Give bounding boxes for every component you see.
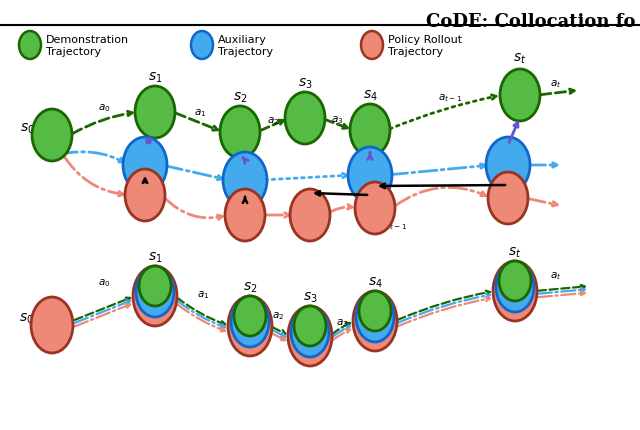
Ellipse shape: [290, 190, 330, 241]
Ellipse shape: [136, 267, 174, 317]
Text: $a_{t-1}$: $a_{t-1}$: [383, 220, 407, 231]
Ellipse shape: [348, 147, 392, 203]
Ellipse shape: [31, 297, 73, 353]
Ellipse shape: [500, 70, 540, 122]
Ellipse shape: [294, 306, 326, 346]
Text: Auxiliary
Trajectory: Auxiliary Trajectory: [218, 35, 273, 57]
Text: $s_0$: $s_0$: [19, 311, 33, 325]
Ellipse shape: [488, 172, 528, 224]
Text: $a_t$: $a_t$: [550, 78, 562, 90]
Text: Policy Rollout
Trajectory: Policy Rollout Trajectory: [388, 35, 462, 57]
Text: $a_0$: $a_0$: [98, 102, 110, 114]
Ellipse shape: [496, 262, 534, 312]
Text: $a_0$: $a_0$: [98, 276, 110, 288]
Ellipse shape: [486, 138, 530, 194]
Ellipse shape: [350, 105, 390, 157]
Text: $s_3$: $s_3$: [298, 77, 312, 91]
Text: $s_1$: $s_1$: [148, 250, 162, 264]
Text: $a_3$: $a_3$: [331, 114, 343, 126]
Text: $s_t$: $s_t$: [508, 245, 522, 259]
Text: $a_{t-1}$: $a_{t-1}$: [438, 92, 462, 104]
Ellipse shape: [493, 261, 537, 321]
Ellipse shape: [19, 32, 41, 60]
Text: $s_4$: $s_4$: [367, 275, 382, 289]
Ellipse shape: [135, 87, 175, 139]
Ellipse shape: [288, 306, 332, 366]
Ellipse shape: [356, 292, 394, 342]
Text: $a_2$: $a_2$: [272, 309, 284, 321]
Text: $s_3$: $s_3$: [303, 290, 317, 304]
Ellipse shape: [228, 296, 272, 356]
Text: $a_1$: $a_1$: [194, 107, 206, 119]
Text: $s_2$: $s_2$: [243, 280, 257, 294]
Ellipse shape: [139, 266, 171, 306]
Ellipse shape: [231, 297, 269, 347]
Ellipse shape: [125, 169, 165, 221]
Ellipse shape: [355, 183, 395, 234]
Ellipse shape: [353, 291, 397, 351]
Ellipse shape: [234, 296, 266, 336]
Ellipse shape: [191, 32, 213, 60]
Ellipse shape: [499, 261, 531, 301]
Text: $s_t$: $s_t$: [513, 52, 527, 66]
Ellipse shape: [361, 32, 383, 60]
Text: $a_3$: $a_3$: [336, 316, 348, 328]
Text: $s_1$: $s_1$: [148, 71, 162, 85]
Text: $s_0$: $s_0$: [20, 121, 35, 136]
Text: $s_2$: $s_2$: [233, 90, 247, 105]
Ellipse shape: [291, 307, 329, 357]
Ellipse shape: [285, 93, 325, 144]
Text: $s_4$: $s_4$: [363, 89, 378, 103]
Text: CoDE: Collocation fo: CoDE: Collocation fo: [426, 13, 635, 31]
Ellipse shape: [223, 153, 267, 209]
Ellipse shape: [359, 291, 391, 331]
Ellipse shape: [32, 110, 72, 162]
Ellipse shape: [123, 138, 167, 194]
Text: Demonstration
Trajectory: Demonstration Trajectory: [46, 35, 129, 57]
Text: $a_t$: $a_t$: [550, 270, 562, 281]
Text: $a_2$: $a_2$: [267, 115, 279, 126]
Ellipse shape: [133, 266, 177, 326]
Ellipse shape: [220, 107, 260, 159]
Ellipse shape: [225, 190, 265, 241]
Text: $a_1$: $a_1$: [197, 289, 209, 300]
